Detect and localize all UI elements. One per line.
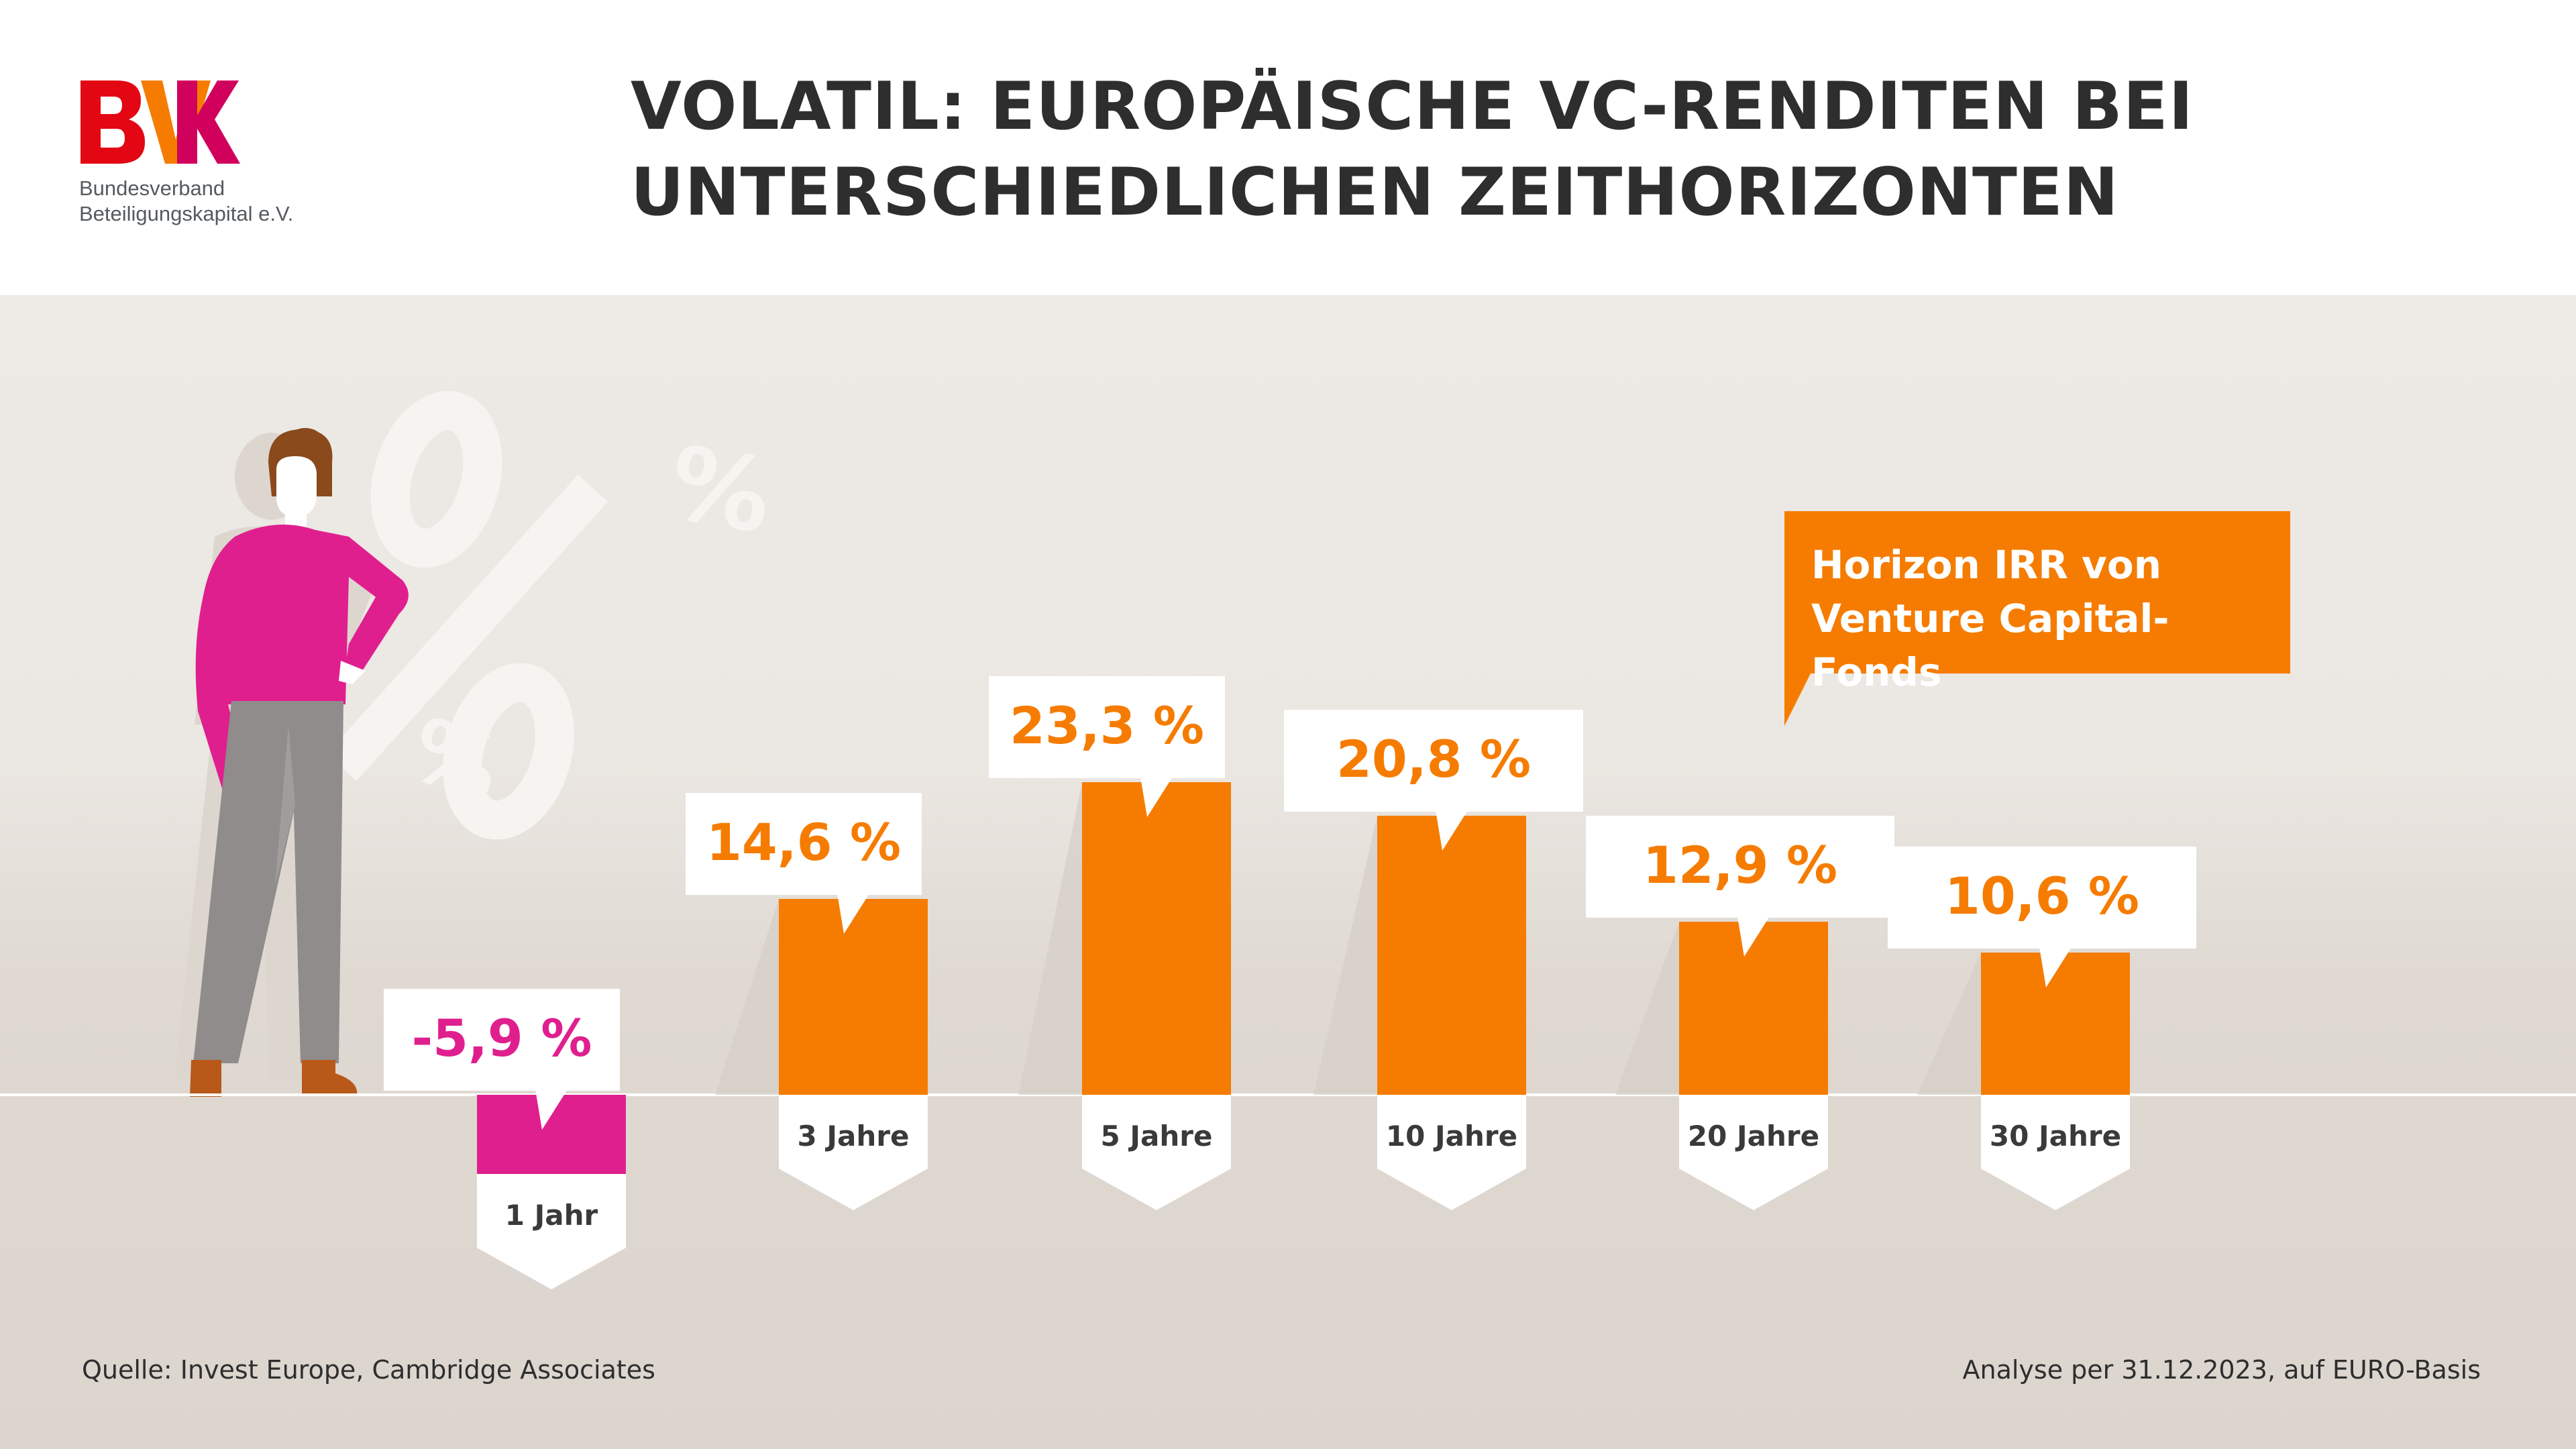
svg-text:%: % (661, 424, 780, 556)
value-callout-box (989, 676, 1225, 778)
bvk-logo-mark (80, 80, 240, 164)
category-label: 3 Jahre (798, 1120, 910, 1152)
category-label: 30 Jahre (1990, 1120, 2121, 1152)
analysis-note: Analyse per 31.12.2023, auf EURO-Basis (1962, 1355, 2481, 1385)
data-label: 20,8 % (1336, 729, 1531, 789)
category-tab (1377, 1095, 1526, 1210)
logo-subtitle-line1: Bundesverband (79, 176, 225, 200)
value-callout-pointer (2039, 947, 2072, 987)
bar (1082, 782, 1231, 1095)
category-label: 10 Jahre (1386, 1120, 1517, 1152)
data-label: 10,6 % (1945, 866, 2139, 926)
category-label: 1 Jahr (505, 1199, 598, 1232)
category-tab (1981, 1095, 2130, 1210)
chart-title-line2: UNTERSCHIEDLICHEN ZEITHORIZONTEN (631, 154, 2119, 231)
bar (779, 899, 928, 1095)
bvk-logo: Bundesverband Beteiligungskapital e.V. (79, 75, 347, 229)
bar (1679, 922, 1828, 1095)
data-label: 12,9 % (1643, 835, 1837, 895)
logo-subtitle-line2: Beteiligungskapital e.V. (79, 202, 294, 225)
value-callout-box (686, 793, 922, 895)
bar-shadow (1615, 922, 1679, 1095)
bar-shadow (1917, 953, 1981, 1095)
category-tab (1679, 1095, 1828, 1210)
woman-illustration (174, 428, 409, 1097)
category-label: 20 Jahre (1688, 1120, 1819, 1152)
bar (1981, 953, 2130, 1095)
value-callout-box (1888, 847, 2196, 949)
value-callout-box (1586, 816, 1894, 918)
legend-callout-tail (1784, 672, 1811, 726)
header: Bundesverband Beteiligungskapital e.V. V… (0, 0, 2576, 295)
chart-title-line1: VOLATIL: EUROPÄISCHE VC-RENDITEN BEI (631, 68, 2194, 145)
value-callout-box (384, 989, 620, 1091)
value-callout-pointer (535, 1089, 568, 1130)
source-note: Quelle: Invest Europe, Cambridge Associa… (82, 1355, 655, 1385)
value-callout-pointer (1436, 810, 1468, 851)
category-tab (1082, 1095, 1231, 1210)
category-tab (477, 1174, 626, 1289)
data-label: 23,3 % (1010, 696, 1204, 755)
bar (1377, 816, 1526, 1095)
legend-label: Horizon IRR von Venture Capital-Fonds (1811, 542, 2169, 695)
category-label: 5 Jahre (1101, 1120, 1213, 1152)
value-callout-box (1284, 710, 1583, 812)
value-callout-pointer (1737, 916, 1770, 957)
data-label: -5,9 % (412, 1008, 592, 1068)
chart-title: VOLATIL: EUROPÄISCHE VC-RENDITEN BEI UNT… (631, 64, 2442, 235)
value-callout-pointer (1140, 777, 1173, 817)
legend-box: Horizon IRR von Venture Capital-Fonds (1784, 511, 2290, 695)
bar-shadow (715, 899, 779, 1095)
category-tab (779, 1095, 928, 1210)
bar-shadow (1313, 816, 1377, 1095)
bar-shadow (1018, 782, 1082, 1095)
value-callout-pointer (837, 894, 869, 934)
data-label: 14,6 % (706, 812, 901, 872)
